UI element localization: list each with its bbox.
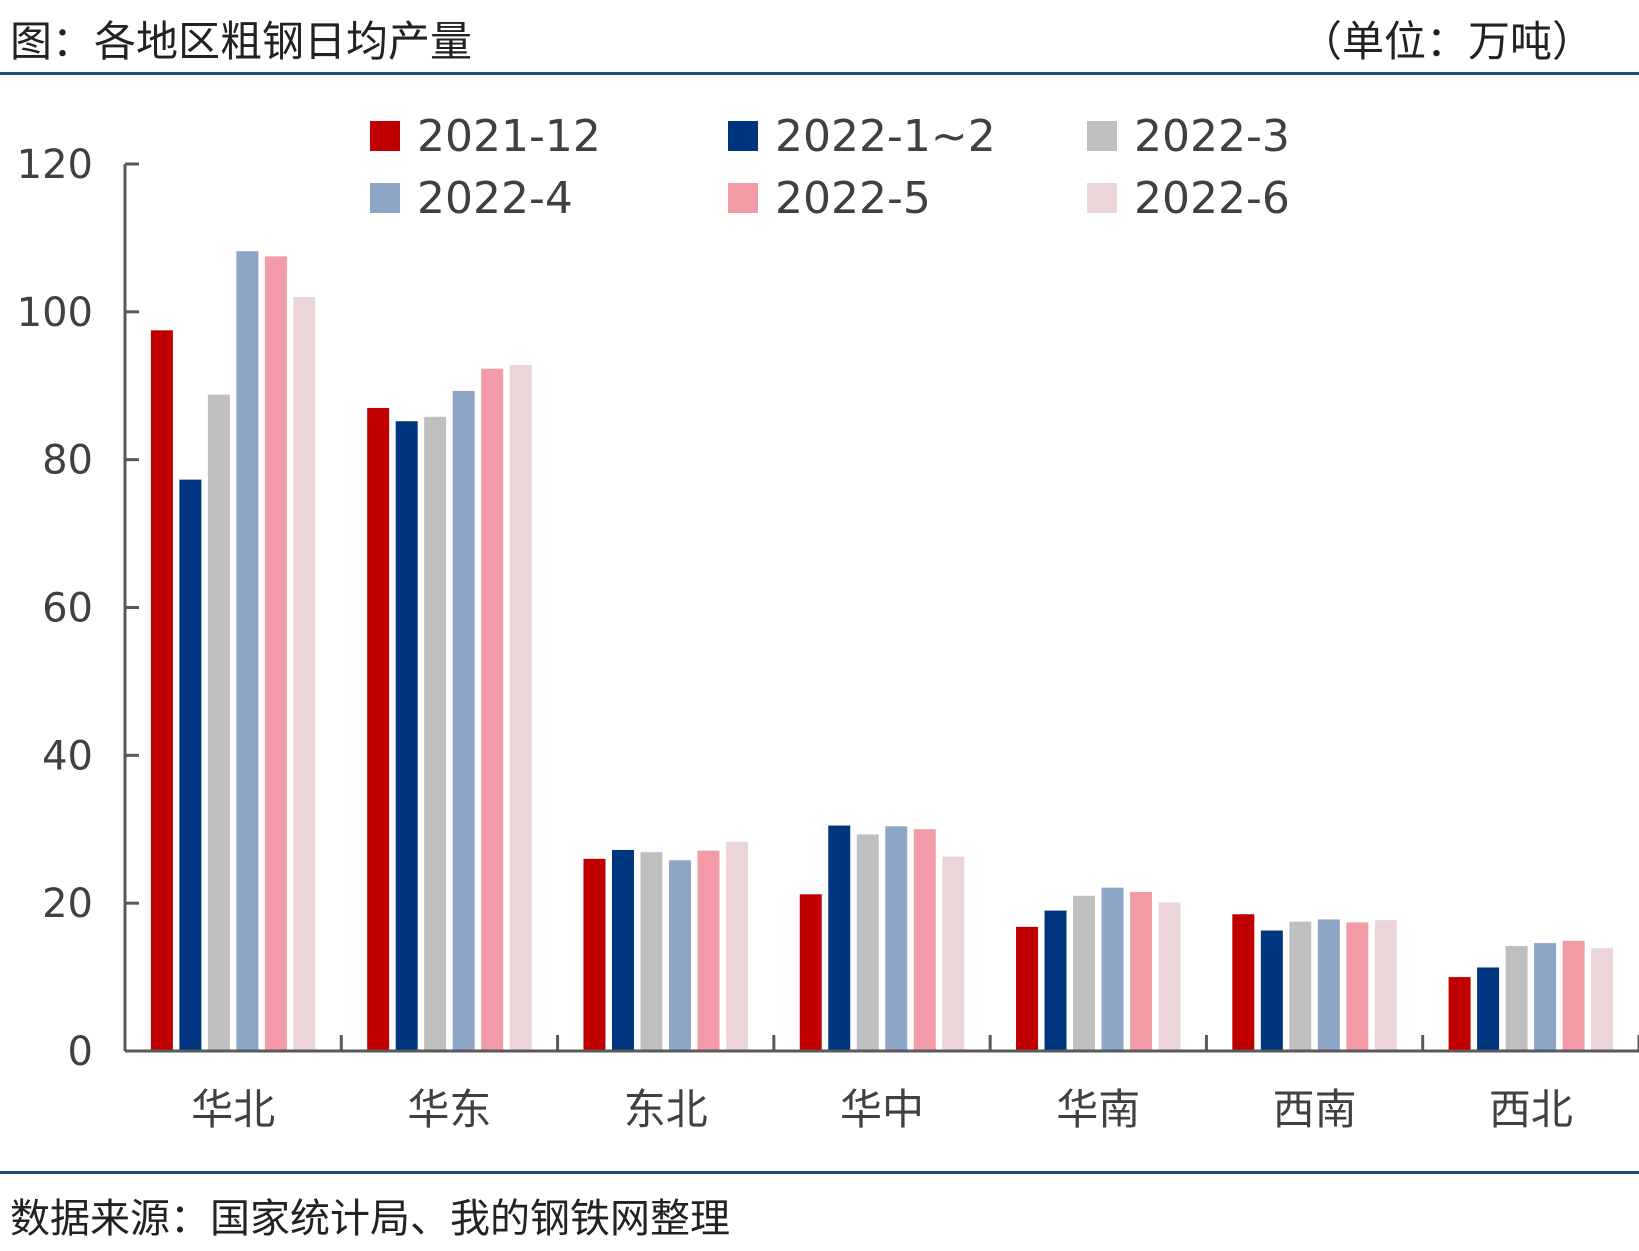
bar bbox=[207, 394, 230, 1051]
legend-label: 2022-5 bbox=[775, 173, 931, 224]
x-tick-label: 西南 bbox=[1273, 1085, 1357, 1134]
x-axis: 华北 华东 东北 华中 华南 西南 西北 bbox=[125, 1035, 1639, 1134]
bar-group bbox=[150, 251, 1614, 1052]
x-tick-label: 华东 bbox=[407, 1085, 491, 1134]
y-tick-label: 80 bbox=[42, 438, 93, 484]
bar bbox=[1562, 940, 1585, 1051]
y-tick-label: 60 bbox=[42, 586, 93, 632]
bar bbox=[1101, 887, 1124, 1051]
unit-label: （单位：万吨） bbox=[1299, 17, 1594, 66]
bar bbox=[293, 297, 316, 1051]
bar bbox=[1016, 926, 1039, 1051]
legend-label: 2022-6 bbox=[1134, 173, 1290, 224]
bar bbox=[668, 860, 691, 1051]
chart-legend: 2021-12 2022-1~2 2022-3 2022-4 2022-5 2022-6 bbox=[370, 111, 1290, 224]
bar bbox=[697, 850, 720, 1051]
bar bbox=[725, 841, 748, 1051]
legend-swatch bbox=[370, 183, 400, 213]
bar bbox=[1130, 892, 1153, 1051]
bar bbox=[1448, 977, 1471, 1051]
legend-label: 2022-4 bbox=[417, 173, 573, 224]
bar bbox=[828, 825, 851, 1051]
y-axis: 0 20 40 60 80 100 120 bbox=[17, 142, 139, 1075]
bar bbox=[1232, 914, 1255, 1051]
bar bbox=[1374, 920, 1397, 1051]
bar bbox=[264, 256, 287, 1051]
bar bbox=[1534, 943, 1557, 1051]
y-tick-label: 40 bbox=[42, 733, 93, 779]
bar bbox=[452, 390, 475, 1051]
legend-swatch bbox=[728, 183, 758, 213]
bar bbox=[611, 849, 634, 1051]
bar bbox=[481, 368, 504, 1052]
bar bbox=[150, 330, 173, 1051]
y-tick-label: 0 bbox=[68, 1029, 93, 1075]
bar bbox=[179, 479, 202, 1052]
x-tick-label: 华北 bbox=[191, 1085, 275, 1134]
bar bbox=[1346, 922, 1369, 1051]
footer-divider bbox=[0, 1171, 1639, 1174]
bar bbox=[1505, 946, 1528, 1051]
legend-swatch bbox=[1087, 121, 1117, 151]
y-tick-label: 20 bbox=[42, 881, 93, 927]
x-tick-label: 东北 bbox=[624, 1085, 708, 1134]
bar bbox=[640, 852, 663, 1051]
legend-label: 2021-12 bbox=[417, 111, 601, 162]
legend-swatch bbox=[728, 121, 758, 151]
bar bbox=[856, 834, 879, 1051]
legend-label: 2022-1~2 bbox=[775, 111, 996, 162]
x-tick-label: 西北 bbox=[1489, 1085, 1573, 1134]
bar bbox=[367, 407, 390, 1051]
y-tick-label: 120 bbox=[17, 142, 93, 188]
header-divider bbox=[0, 72, 1639, 75]
bar bbox=[913, 829, 936, 1051]
bar bbox=[1477, 967, 1500, 1051]
legend-label: 2022-3 bbox=[1134, 111, 1290, 162]
bar bbox=[799, 894, 822, 1051]
bar bbox=[1317, 919, 1340, 1051]
bar bbox=[1073, 895, 1096, 1051]
bar bbox=[885, 826, 908, 1051]
bar bbox=[424, 416, 447, 1051]
legend-swatch bbox=[370, 121, 400, 151]
x-tick-label: 华南 bbox=[1056, 1085, 1140, 1134]
bar bbox=[509, 365, 532, 1051]
bar bbox=[583, 858, 606, 1051]
x-tick-label: 华中 bbox=[840, 1085, 924, 1134]
bar bbox=[942, 856, 965, 1051]
legend-swatch bbox=[1087, 183, 1117, 213]
bar bbox=[1260, 930, 1283, 1051]
bar bbox=[395, 421, 418, 1052]
bar bbox=[1158, 902, 1181, 1051]
data-source: 数据来源：国家统计局、我的钢铁网整理 bbox=[10, 1196, 730, 1242]
chart-title: 图：各地区粗钢日均产量 bbox=[10, 17, 473, 66]
bar bbox=[1044, 910, 1067, 1051]
y-tick-label: 100 bbox=[17, 290, 93, 336]
bar bbox=[1289, 921, 1312, 1051]
bar bbox=[236, 251, 259, 1051]
bar bbox=[1591, 948, 1614, 1051]
